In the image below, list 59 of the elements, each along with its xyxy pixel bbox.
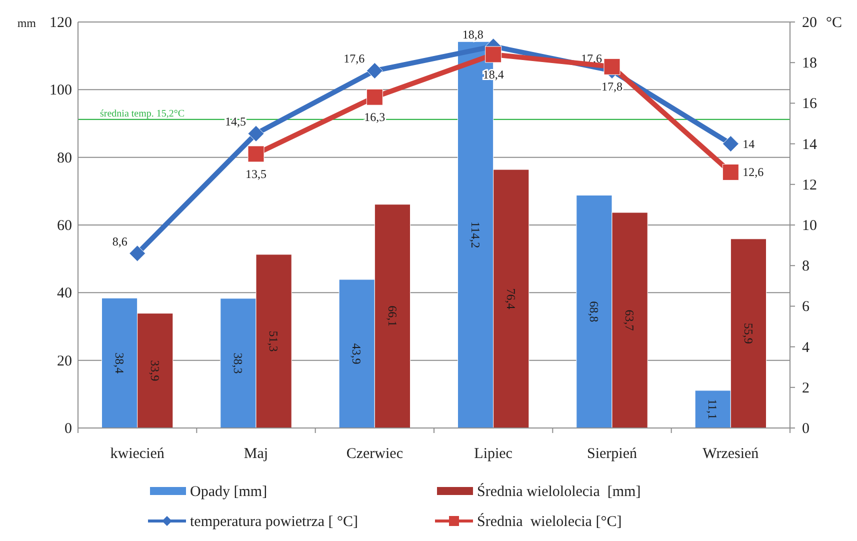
ref-line-label: średnia temp. 15,2°C bbox=[100, 108, 185, 120]
y2-tick-label: 4 bbox=[802, 340, 810, 356]
y-tick-label: 100 bbox=[50, 82, 72, 99]
data-label: 114,2 bbox=[468, 222, 482, 248]
data-label: 18,8 bbox=[462, 27, 484, 42]
y-tick-label: 20 bbox=[57, 353, 72, 370]
data-label: 66,1 bbox=[385, 306, 400, 327]
y2-tick-label: 14 bbox=[802, 136, 818, 153]
legend-label: Średnia wielolecia [°C] bbox=[477, 513, 622, 530]
point bbox=[722, 164, 739, 180]
x-tick-label: Lipiec bbox=[474, 446, 513, 462]
y2-tick-label: 12 bbox=[802, 177, 817, 194]
y2-tick-label: 2 bbox=[802, 380, 810, 396]
point bbox=[248, 125, 264, 142]
y-tick-label: 80 bbox=[57, 150, 72, 166]
point bbox=[366, 88, 383, 106]
data-label: 13,5 bbox=[246, 166, 266, 181]
point bbox=[366, 62, 383, 79]
point bbox=[129, 245, 146, 262]
y2-tick-label: 0 bbox=[802, 421, 810, 437]
data-label: 8,6 bbox=[112, 234, 128, 248]
x-tick-label: Sierpień bbox=[587, 446, 638, 462]
y2-tick-label: 16 bbox=[802, 96, 818, 112]
data-label: 51,3 bbox=[266, 330, 281, 352]
data-label: 55,9 bbox=[741, 322, 756, 344]
data-label: 33,9 bbox=[148, 360, 162, 382]
data-label: 17,8 bbox=[602, 80, 622, 94]
data-label: 68,8 bbox=[587, 301, 601, 322]
data-label: 14 bbox=[742, 136, 755, 151]
legend-label: Średnia wielololecia [mm] bbox=[477, 483, 641, 500]
y2-tick-label: 18 bbox=[802, 56, 817, 72]
data-label: 11,1 bbox=[706, 398, 720, 420]
point bbox=[604, 58, 620, 75]
point bbox=[485, 46, 502, 63]
x-tick-label: Maj bbox=[244, 446, 268, 462]
y-tick-label: 40 bbox=[57, 286, 72, 302]
legend-label: Opady [mm] bbox=[190, 484, 268, 500]
data-label: 12,6 bbox=[742, 165, 764, 180]
x-tick-label: kwiecień bbox=[110, 446, 165, 462]
x-tick-label: Czerwiec bbox=[346, 446, 404, 462]
point bbox=[248, 146, 264, 162]
data-label: 43,9 bbox=[350, 343, 364, 364]
data-label: 38,4 bbox=[112, 352, 126, 374]
y2-axis-title: °C bbox=[826, 15, 842, 31]
data-label: 17,6 bbox=[344, 52, 365, 66]
y2-tick-label: 6 bbox=[802, 299, 810, 316]
y-tick-label: 120 bbox=[50, 15, 72, 31]
point bbox=[722, 136, 739, 152]
data-label: 38,3 bbox=[231, 352, 245, 374]
y2-tick-label: 20 bbox=[802, 15, 817, 31]
y-tick-label: 0 bbox=[64, 421, 72, 437]
y-tick-label: 60 bbox=[57, 218, 72, 234]
y-axis-title: mm bbox=[17, 16, 37, 30]
legend-label: temperatura powietrza [ °C] bbox=[190, 514, 358, 530]
y2-tick-label: 10 bbox=[802, 218, 817, 234]
data-label: 76,4 bbox=[504, 288, 518, 310]
y2-tick-label: 8 bbox=[802, 258, 810, 275]
x-tick-label: Wrzesień bbox=[702, 446, 760, 462]
data-label: 63,7 bbox=[622, 310, 637, 331]
